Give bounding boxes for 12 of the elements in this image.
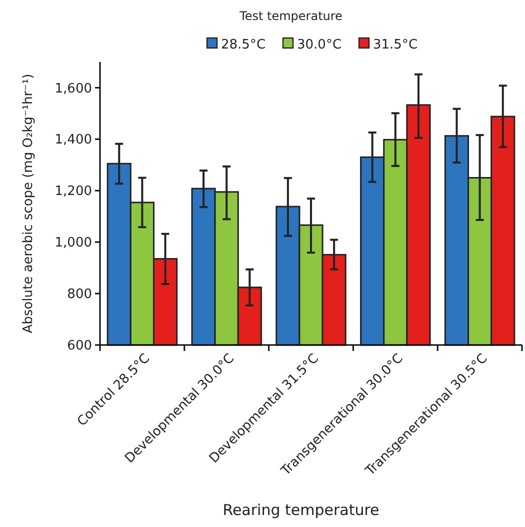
y-tick-label: 800 <box>67 287 92 302</box>
y-tick-label: 1,600 <box>54 81 92 96</box>
legend-title: Test temperature <box>238 9 342 23</box>
y-tick-label: 1,000 <box>54 236 92 251</box>
legend-label: 30.0°C <box>297 38 342 53</box>
y-tick-label: 600 <box>67 338 92 354</box>
y-tick-label: 1,400 <box>54 132 92 148</box>
x-axis-title: Rearing temperature <box>222 501 380 519</box>
y-tick-label: 1,200 <box>54 184 92 200</box>
y-axis-title: Absolute aerobic scope (mg O₂kg⁻¹hr⁻¹) <box>21 74 36 334</box>
legend-label: 31.5°C <box>373 38 418 53</box>
legend-label: 28.5°C <box>221 38 266 53</box>
